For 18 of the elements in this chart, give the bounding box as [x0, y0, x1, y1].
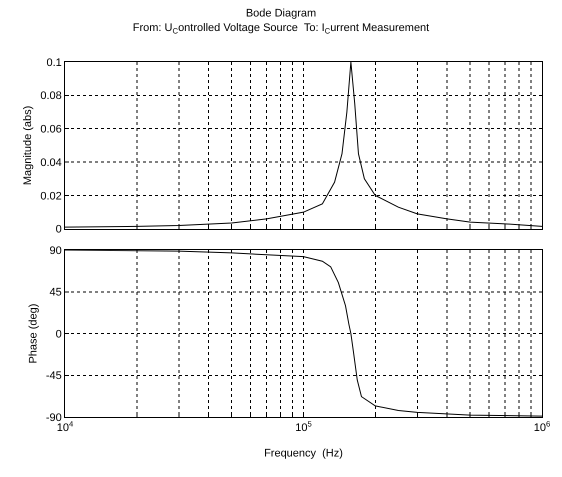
y-tick-label: 0.04 [40, 156, 62, 169]
x-axis-title: Frequency (Hz) [264, 447, 343, 460]
chart-subtitle: From: U$_{C}$ontrolled Voltage Source To: I$_{C}$urrent Measurement [132, 22, 430, 36]
y-tick-label: 0.08 [40, 90, 62, 102]
y-tick-label: 45 [50, 286, 62, 299]
x-tick-label: 10$^{6}$ [534, 420, 550, 434]
y-tick-label: 0 [56, 224, 62, 236]
x-tick-label: 10$^{5}$ [295, 420, 312, 434]
y-tick-label: 0.1 [46, 56, 62, 69]
y-tick-label: 0 [56, 328, 62, 340]
y-tick-label: 90 [50, 245, 62, 257]
y-tick-label: -90 [46, 412, 62, 424]
y-tick-label: 0.06 [40, 124, 62, 136]
y-tick-label: 0.02 [40, 190, 62, 202]
y-axis-title: Phase (deg) [28, 304, 40, 364]
y-tick-label: -45 [46, 370, 62, 382]
chart-title: Bode Diagram [246, 8, 316, 20]
y-axis-title: Magnitude (abs) [22, 106, 34, 186]
